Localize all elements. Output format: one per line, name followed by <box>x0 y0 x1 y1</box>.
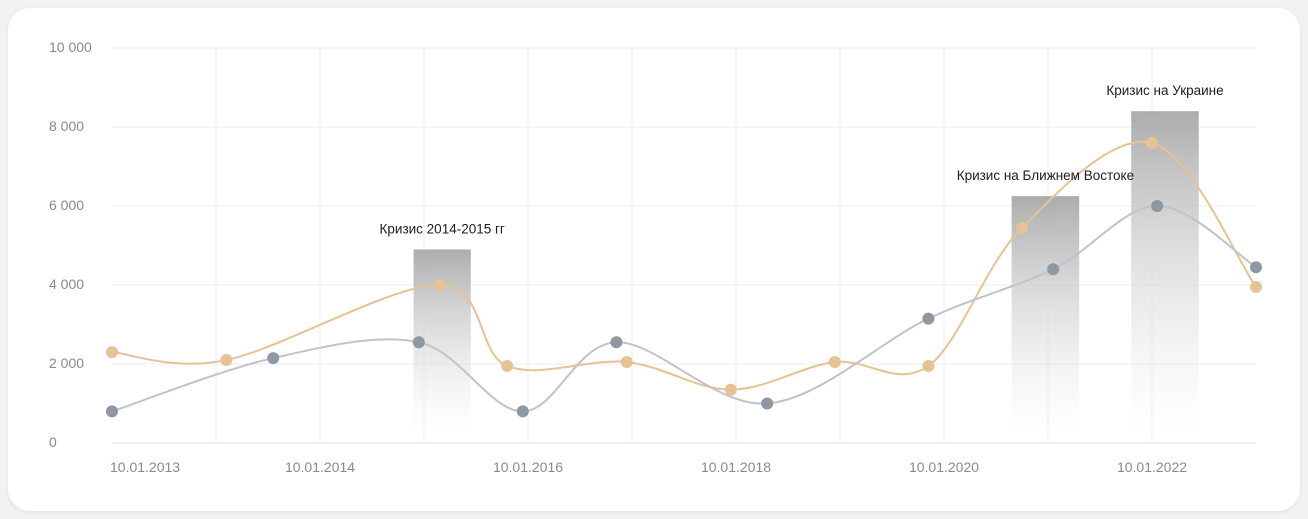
y-tick-label: 6 000 <box>49 197 84 213</box>
series-points <box>106 136 1262 418</box>
x-tick-label: 10.01.2016 <box>493 459 563 475</box>
data-point[interactable] <box>106 346 118 359</box>
x-tick-label: 10.01.2014 <box>285 459 355 475</box>
grid <box>112 47 1256 444</box>
data-point[interactable] <box>220 354 233 367</box>
y-tick-label: 4 000 <box>49 276 84 292</box>
data-point[interactable] <box>828 356 841 369</box>
y-tick-label: 8 000 <box>49 118 84 134</box>
crisis-bar <box>1131 111 1199 435</box>
data-point[interactable] <box>267 352 280 365</box>
crisis-bar <box>1011 196 1080 435</box>
data-point[interactable] <box>1016 221 1028 234</box>
crisis-label: Кризис на Ближнем Востоке <box>957 168 1134 183</box>
crisis-label: Кризис на Украине <box>1106 83 1223 98</box>
data-point[interactable] <box>761 397 774 410</box>
data-point[interactable] <box>922 312 935 325</box>
y-tick-label: 10 000 <box>49 39 92 55</box>
data-point[interactable] <box>433 279 446 291</box>
data-point[interactable] <box>412 336 425 349</box>
data-point[interactable] <box>1151 200 1164 212</box>
crisis-bars <box>413 111 1199 435</box>
y-tick-label: 0 <box>49 434 57 450</box>
series-line <box>111 204 1257 413</box>
chart-card <box>8 8 1300 511</box>
data-point[interactable] <box>516 405 529 418</box>
data-point[interactable] <box>922 359 935 372</box>
data-point[interactable] <box>724 383 737 396</box>
x-tick-label: 10.01.2013 <box>110 459 180 475</box>
data-point[interactable] <box>106 405 118 418</box>
x-tick-label: 10.01.2020 <box>909 459 979 475</box>
axis-labels: 0 2 000 4 000 6 000 8 000 10 000 10.01.2013 10.… <box>49 39 1224 475</box>
data-point[interactable] <box>1250 261 1262 274</box>
data-point[interactable] <box>610 336 623 349</box>
y-tick-label: 2 000 <box>49 355 84 371</box>
data-point[interactable] <box>501 359 514 372</box>
x-tick-label: 10.01.2022 <box>1117 459 1187 475</box>
data-point[interactable] <box>1250 280 1262 293</box>
data-point[interactable] <box>620 356 633 369</box>
data-point[interactable] <box>1146 136 1158 149</box>
x-tick-label: 10.01.2018 <box>701 459 771 475</box>
data-point[interactable] <box>1047 263 1060 276</box>
crisis-label: Кризис 2014-2015 гг <box>380 221 505 236</box>
